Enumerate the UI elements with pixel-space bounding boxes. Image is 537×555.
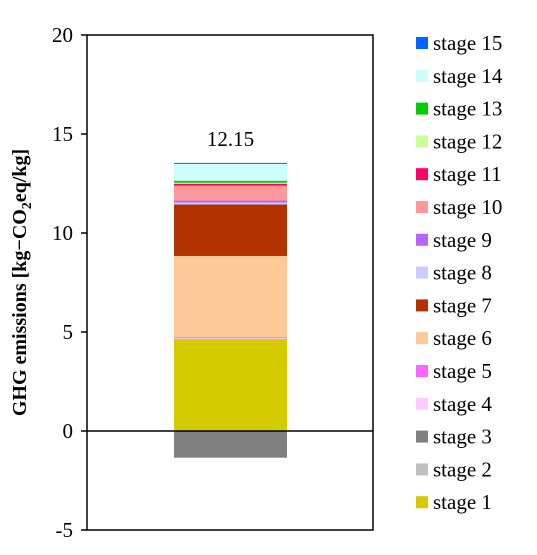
y-axis-label: GHG emissions [kg−CO2eq/kg] xyxy=(9,149,35,416)
bar-segment-stage-14 xyxy=(174,163,287,181)
legend-label: stage 12 xyxy=(433,129,502,153)
bar-segment-stage-6 xyxy=(174,255,287,338)
bar-segment-stage-1 xyxy=(174,338,287,431)
legend-swatch xyxy=(416,201,428,213)
legend-label: stage 2 xyxy=(433,457,492,481)
plot-frame xyxy=(86,34,374,531)
legend-swatch xyxy=(416,69,428,82)
legend-swatch xyxy=(416,233,428,246)
legend-label: stage 9 xyxy=(433,228,492,252)
legend: stage 15 stage 14 stage 13 stage 12 stage 11… xyxy=(416,31,503,514)
legend-swatch xyxy=(416,463,428,476)
legend-swatch xyxy=(416,102,428,115)
bar-segment-stage-9 xyxy=(174,200,287,203)
legend-swatch xyxy=(416,430,428,443)
y-axis-ticks: -5 0 5 10 15 20 xyxy=(52,23,87,542)
legend-label: stage 13 xyxy=(433,97,502,121)
y-axis-label-part: GHG emissions [kg−CO xyxy=(9,209,31,416)
bar-segment-stage-3 xyxy=(174,431,287,458)
legend-swatch xyxy=(416,135,428,148)
bar-segment-stage-11 xyxy=(174,183,287,186)
legend-label: stage 15 xyxy=(433,31,502,55)
bar-segment-stage-13 xyxy=(174,180,287,183)
legend-label: stage 7 xyxy=(433,293,492,317)
bar-segment-stage-15 xyxy=(174,162,287,164)
bar-segment-stage-10 xyxy=(174,185,287,201)
bar-segment-stage-7 xyxy=(174,204,287,256)
bar-segment-stage-4 xyxy=(174,338,287,339)
legend-label: stage 11 xyxy=(433,162,502,186)
legend-label: stage 1 xyxy=(433,490,492,514)
legend-swatch xyxy=(416,266,428,279)
bar-segment-stage-8 xyxy=(174,202,287,205)
bar-segment-stage-12 xyxy=(174,182,287,184)
bar-segment-stage-5 xyxy=(174,337,287,339)
legend-swatch xyxy=(416,496,428,509)
legend-swatch xyxy=(416,299,428,312)
legend-swatch xyxy=(416,332,428,345)
y-axis-label-part: eq/kg] xyxy=(9,149,31,202)
legend-swatch xyxy=(416,168,428,181)
legend-label: stage 3 xyxy=(433,425,492,449)
legend-label: stage 5 xyxy=(433,359,492,383)
y-tick-label: 10 xyxy=(52,221,73,245)
legend-label: stage 14 xyxy=(433,64,503,88)
y-tick-label: 20 xyxy=(52,23,73,47)
y-tick-label: 15 xyxy=(52,122,73,146)
legend-label: stage 10 xyxy=(433,195,502,219)
y-axis-label-subscript: 2 xyxy=(20,202,35,209)
y-tick-label: 5 xyxy=(63,320,74,344)
y-tick-label: -5 xyxy=(56,518,74,542)
legend-label: stage 8 xyxy=(433,261,492,285)
legend-swatch xyxy=(416,397,428,410)
legend-swatch xyxy=(416,365,428,377)
legend-label: stage 6 xyxy=(433,326,492,350)
legend-swatch xyxy=(416,37,428,49)
total-data-label: 12.15 xyxy=(207,127,254,151)
bar-stack xyxy=(174,162,287,458)
y-tick-label: 0 xyxy=(63,419,74,443)
legend-label: stage 4 xyxy=(433,392,492,416)
